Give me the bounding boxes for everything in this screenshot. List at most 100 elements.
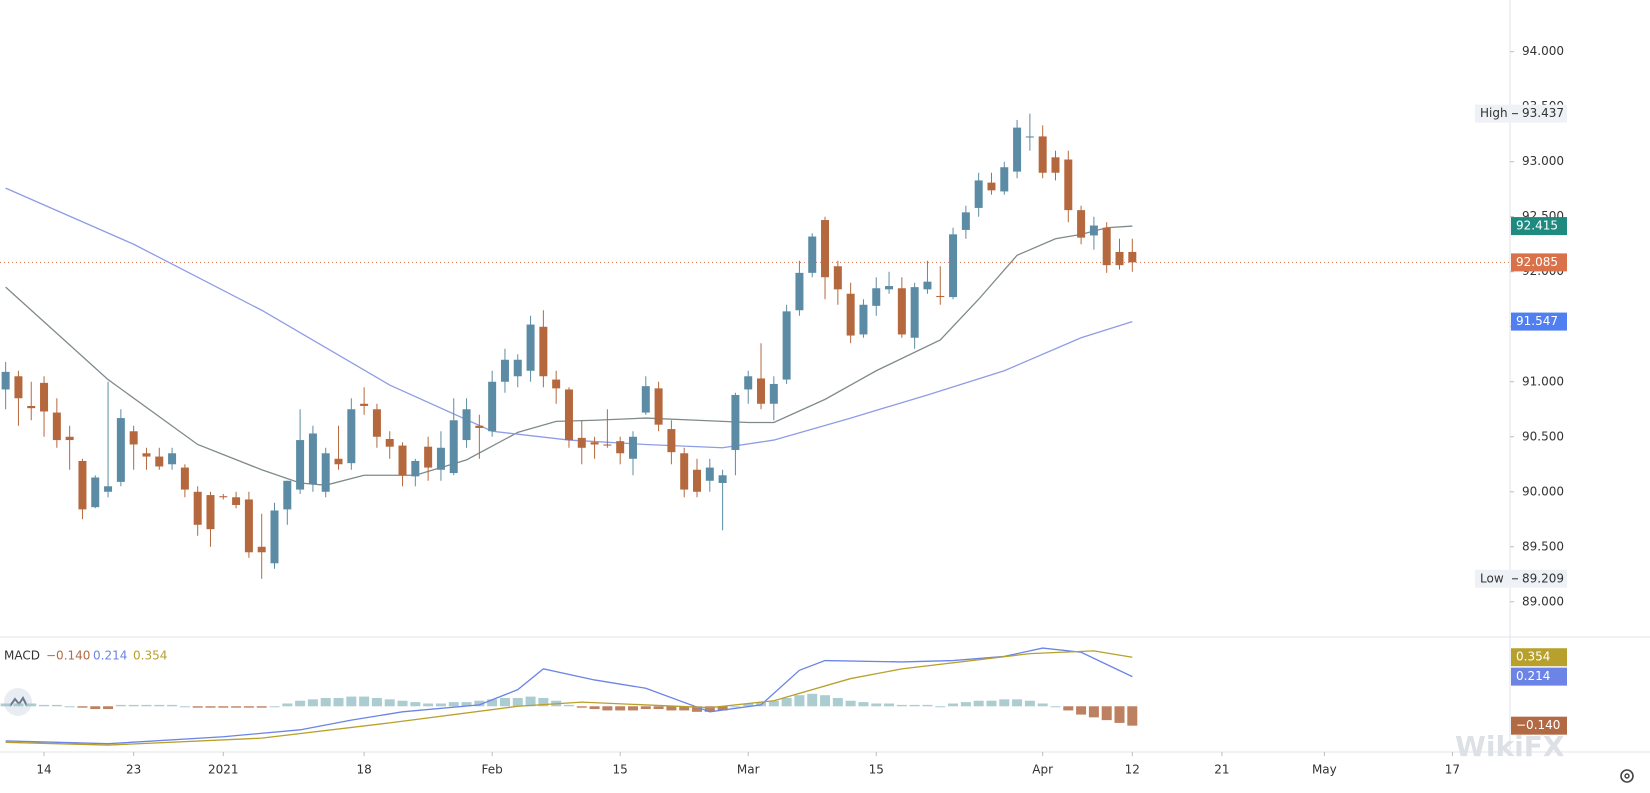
histogram-bar bbox=[743, 703, 754, 707]
histogram-bar bbox=[666, 706, 677, 711]
macd-line bbox=[5, 647, 1133, 745]
candle-body bbox=[488, 381, 497, 432]
histogram-bar bbox=[794, 695, 805, 707]
logo[interactable] bbox=[4, 688, 32, 716]
histogram-bar bbox=[512, 697, 523, 707]
x-tick-label: 2021 bbox=[208, 763, 239, 777]
histogram-bar bbox=[90, 706, 101, 710]
candle-body bbox=[1013, 127, 1022, 172]
histogram-bar bbox=[948, 703, 959, 707]
histogram-tag-bg bbox=[1511, 716, 1567, 735]
histogram-bar bbox=[167, 704, 178, 707]
candle-body bbox=[91, 477, 100, 508]
candle-body bbox=[846, 293, 855, 336]
candle-body bbox=[308, 433, 317, 485]
signal-line bbox=[5, 650, 1133, 746]
gear-ring bbox=[1620, 769, 1634, 783]
candle-body bbox=[910, 287, 919, 338]
histogram-bar bbox=[39, 704, 50, 707]
histogram-bar bbox=[359, 696, 370, 707]
histogram-bar bbox=[115, 704, 126, 707]
signal-tag: 0.354 bbox=[1516, 650, 1550, 664]
histogram-bar bbox=[692, 706, 703, 712]
high-value: 93.437 bbox=[1522, 106, 1564, 120]
settings-icon[interactable] bbox=[1620, 769, 1634, 783]
candle-body bbox=[577, 437, 586, 448]
y-tick-label: 93.000 bbox=[1522, 154, 1564, 168]
candle-body bbox=[949, 234, 958, 298]
histogram-bar bbox=[26, 703, 37, 707]
x-tick-label: 21 bbox=[1214, 763, 1229, 777]
candle-body bbox=[436, 447, 445, 470]
histogram-bar bbox=[1076, 706, 1087, 715]
x-tick-label: Apr bbox=[1032, 763, 1053, 777]
candle-body bbox=[513, 359, 522, 377]
candle-body bbox=[398, 445, 407, 476]
histogram-bar bbox=[1037, 703, 1048, 707]
histogram-bar bbox=[231, 706, 242, 708]
candle-body bbox=[475, 425, 484, 428]
candle-body bbox=[616, 441, 625, 454]
last-price-tag-bg bbox=[1511, 253, 1567, 272]
y-tick-label: 90.000 bbox=[1522, 484, 1564, 498]
histogram-bar bbox=[615, 706, 626, 711]
watermark: WikiFX bbox=[1455, 730, 1565, 763]
candle-body bbox=[833, 266, 842, 290]
histogram-bar bbox=[243, 706, 254, 708]
candle-body bbox=[526, 324, 535, 371]
histogram-bar bbox=[1127, 706, 1138, 726]
candle-body bbox=[14, 376, 23, 399]
candle-body bbox=[769, 383, 778, 404]
histogram-bar bbox=[602, 706, 613, 711]
candle-body bbox=[116, 418, 125, 482]
histogram-bar bbox=[820, 695, 831, 707]
candle-body bbox=[539, 326, 548, 377]
histogram-bar bbox=[371, 697, 382, 707]
candle-body bbox=[40, 382, 49, 412]
ma-tag: 91.547 bbox=[1516, 314, 1558, 328]
candle-body bbox=[142, 453, 151, 457]
y-tick-label: 89.500 bbox=[1522, 539, 1564, 553]
ma-tag: 92.415 bbox=[1516, 219, 1558, 233]
histogram-bar bbox=[525, 696, 536, 707]
signal-tag-bg bbox=[1511, 648, 1567, 667]
histogram-bar bbox=[845, 700, 856, 707]
candle-body bbox=[129, 431, 138, 445]
histogram-bar bbox=[935, 706, 946, 708]
candle-body bbox=[1000, 167, 1009, 192]
candle-body bbox=[283, 480, 292, 510]
candle-body bbox=[360, 403, 369, 406]
histogram-tag: −0.140 bbox=[1516, 718, 1560, 732]
histogram-bar bbox=[103, 706, 114, 710]
candle-body bbox=[628, 436, 637, 459]
candle-body bbox=[641, 386, 650, 413]
histogram-bar bbox=[1114, 706, 1125, 723]
histogram-bar bbox=[1101, 706, 1112, 721]
histogram-bar bbox=[1050, 706, 1061, 708]
histogram-bar bbox=[781, 697, 792, 707]
candle-body bbox=[321, 453, 330, 492]
candle-body bbox=[936, 295, 945, 298]
y-tick-label: 89.000 bbox=[1522, 594, 1564, 608]
histogram-bar bbox=[141, 704, 152, 707]
histogram-bar bbox=[307, 699, 318, 707]
candle-body bbox=[27, 405, 36, 409]
histogram-bar bbox=[179, 706, 190, 708]
x-tick-label: 18 bbox=[356, 763, 371, 777]
histogram-bar bbox=[154, 704, 165, 707]
candle-body bbox=[1115, 251, 1124, 266]
macd-title: MACD bbox=[4, 649, 40, 663]
candle-body bbox=[180, 467, 189, 490]
candle-body bbox=[782, 311, 791, 380]
histogram-bar bbox=[269, 706, 280, 708]
candle-body bbox=[168, 453, 177, 465]
histogram-bar bbox=[346, 696, 357, 707]
candle-body bbox=[859, 304, 868, 335]
candle-body bbox=[334, 458, 343, 465]
candle-body bbox=[244, 499, 253, 553]
high-label: High bbox=[1480, 106, 1508, 120]
candle-body bbox=[78, 460, 87, 510]
candle-body bbox=[500, 359, 509, 382]
x-tick-label: 17 bbox=[1445, 763, 1460, 777]
x-tick-label: 15 bbox=[869, 763, 884, 777]
